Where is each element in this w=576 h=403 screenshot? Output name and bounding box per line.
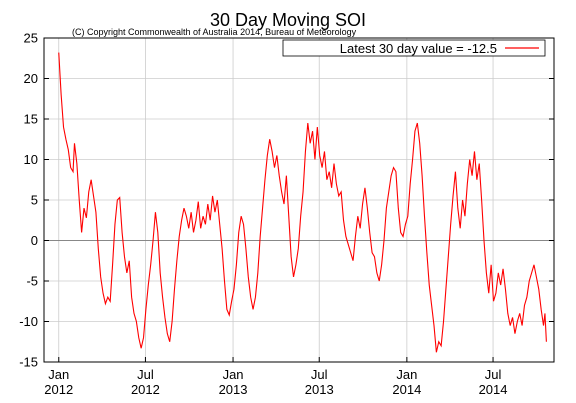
x-tick-label-month: Jan xyxy=(223,367,244,382)
legend-box xyxy=(282,39,546,57)
x-tick-label-year: 2013 xyxy=(305,382,334,397)
legend: Latest 30 day value = -12.5 xyxy=(282,39,546,57)
x-tick-label-month: Jul xyxy=(485,367,502,382)
y-tick-label: 25 xyxy=(24,31,38,46)
y-tick-label: 0 xyxy=(31,233,38,248)
x-tick-label-month: Jul xyxy=(311,367,328,382)
x-tick-label-year: 2014 xyxy=(479,382,508,397)
x-tick-label-year: 2014 xyxy=(392,382,421,397)
chart-title: 30 Day Moving SOI xyxy=(210,10,366,30)
y-axis-ticks: -15 -10 -5 0 5 10 15 20 25 xyxy=(19,31,554,370)
y-tick-label: -5 xyxy=(26,274,38,289)
x-axis-ticks: Jan2012Jul2012Jan2013Jul2013Jan2014Jul20… xyxy=(44,357,508,397)
y-tick-label: 20 xyxy=(24,71,38,86)
x-tick-label-month: Jul xyxy=(137,367,154,382)
chart-subtitle: (C) Copyright Commonwealth of Australia … xyxy=(72,27,357,37)
plot-frame xyxy=(43,37,555,363)
y-tick-label: 10 xyxy=(24,152,38,167)
y-tick-label: 15 xyxy=(24,112,38,127)
x-tick-label-year: 2012 xyxy=(131,382,160,397)
y-tick-label: -15 xyxy=(19,355,38,370)
soi-series-line xyxy=(58,52,547,353)
x-tick-label-month: Jan xyxy=(396,367,417,382)
legend-entry-label: Latest 30 day value = -12.5 xyxy=(340,41,497,56)
y-tick-label: 5 xyxy=(31,193,38,208)
x-tick-label-year: 2012 xyxy=(44,382,73,397)
x-tick-label-year: 2013 xyxy=(219,382,248,397)
y-tick-label: -10 xyxy=(19,314,38,329)
x-tick-label-month: Jan xyxy=(48,367,69,382)
